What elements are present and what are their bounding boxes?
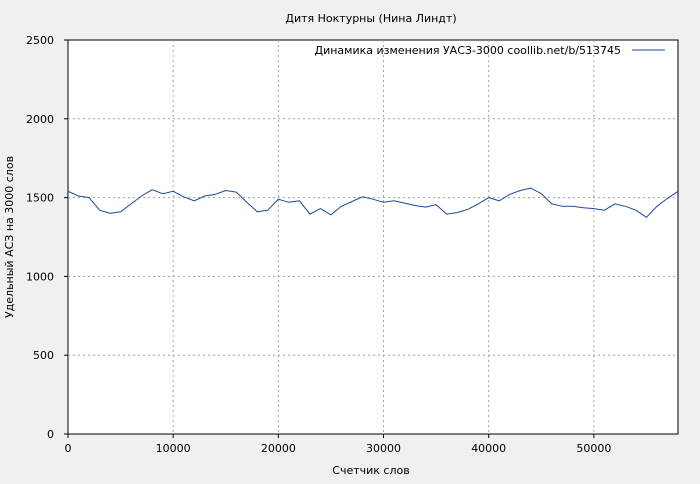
y-axis-title: Удельный АСЗ на 3000 слов [3,156,16,318]
x-tick-label: 10000 [156,442,191,455]
y-tick-label: 2000 [26,113,54,126]
x-tick-label: 40000 [471,442,506,455]
x-tick-label: 0 [65,442,72,455]
series-line [67,187,679,218]
y-tick-label: 1500 [26,192,54,205]
y-tick-label: 0 [47,428,54,441]
x-tick-label: 20000 [261,442,296,455]
legend: Динамика изменения УАСЗ-3000 coollib.net… [315,44,665,57]
plot-area [67,39,679,435]
y-tick-label: 2500 [26,34,54,47]
x-axis-title: Счетчик слов [332,464,409,477]
gridlines [68,40,678,434]
y-tick-label: 500 [33,349,54,362]
series-group [67,187,679,218]
x-tick-label: 30000 [366,442,401,455]
chart-title: Дитя Ноктурны (Нина Линдт) [285,12,456,25]
axis-ticks: 0 10000 20000 30000 40000 50000 0 500 1000 1500 20… [26,34,611,455]
legend-label: Динамика изменения УАСЗ-3000 coollib.net… [315,44,622,57]
x-tick-label: 50000 [576,442,611,455]
y-tick-label: 1000 [26,270,54,283]
